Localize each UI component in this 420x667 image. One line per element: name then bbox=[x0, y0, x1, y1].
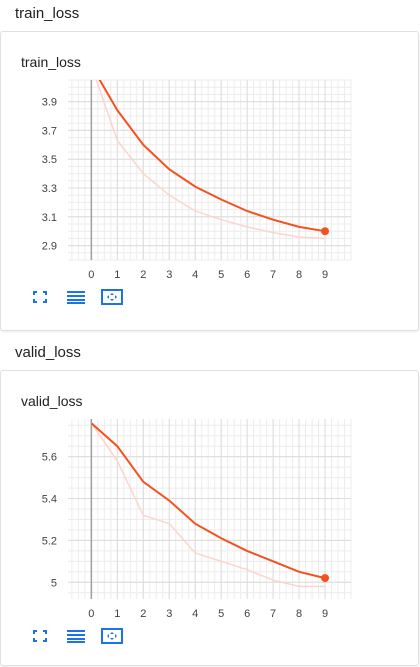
last-point-marker bbox=[321, 227, 330, 236]
fit-zoom-icon bbox=[101, 289, 123, 305]
fit-domain-button[interactable] bbox=[29, 288, 51, 306]
log-scale-icon bbox=[67, 291, 85, 304]
x-tick-label: 1 bbox=[114, 269, 120, 281]
y-tick-label: 3.7 bbox=[42, 125, 57, 137]
x-tick-label: 8 bbox=[296, 608, 302, 620]
section-title-valid-loss: valid_loss bbox=[15, 344, 81, 361]
x-tick-label: 5 bbox=[218, 608, 224, 620]
smoothed-series-line bbox=[90, 422, 326, 580]
y-tick-label: 5.2 bbox=[42, 535, 57, 547]
chart-toolbar bbox=[29, 627, 123, 645]
y-tick-label: 5 bbox=[51, 577, 57, 589]
log-scale-button[interactable] bbox=[65, 627, 87, 645]
y-tick-label: 5.6 bbox=[42, 452, 57, 464]
chart-toolbar bbox=[29, 288, 123, 306]
x-tick-label: 9 bbox=[322, 608, 328, 620]
x-tick-label: 1 bbox=[114, 608, 120, 620]
smoothed-series-line bbox=[98, 80, 326, 233]
x-tick-label: 7 bbox=[270, 608, 276, 620]
last-point-marker bbox=[321, 574, 330, 583]
x-tick-label: 6 bbox=[244, 269, 250, 281]
x-tick-label: 8 bbox=[296, 269, 302, 281]
x-tick-label: 9 bbox=[322, 269, 328, 281]
chart-title: train_loss bbox=[21, 54, 81, 70]
x-tick-label: 3 bbox=[166, 608, 172, 620]
x-tick-label: 5 bbox=[218, 269, 224, 281]
chart-card-train-loss: train_loss 2.9 3.1 3.3 3.5 3.7 3.9 0 1 2 3 4 5 6 7 8 9 bbox=[0, 31, 419, 331]
y-tick-label: 5.4 bbox=[42, 494, 57, 506]
y-tick-label: 3.9 bbox=[42, 97, 57, 109]
fit-domain-button[interactable] bbox=[29, 627, 51, 645]
x-tick-label: 3 bbox=[166, 269, 172, 281]
train-loss-chart[interactable]: 2.9 3.1 3.3 3.5 3.7 3.9 0 1 2 3 4 5 6 7 8 9 bbox=[1, 32, 420, 332]
x-tick-label: 0 bbox=[88, 269, 94, 281]
chart-card-valid-loss: valid_loss 5 5.2 5.4 5.6 0 1 2 3 4 5 6 7 8 9 bbox=[0, 370, 419, 666]
x-tick-label: 2 bbox=[140, 608, 146, 620]
x-tick-label: 4 bbox=[192, 608, 198, 620]
y-tick-label: 3.1 bbox=[42, 212, 57, 224]
fit-zoom-button[interactable] bbox=[101, 627, 123, 645]
fit-zoom-icon bbox=[101, 628, 123, 644]
log-scale-button[interactable] bbox=[65, 288, 87, 306]
section-title-train-loss: train_loss bbox=[15, 5, 80, 22]
x-tick-label: 0 bbox=[88, 608, 94, 620]
valid-loss-chart[interactable]: 5 5.2 5.4 5.6 0 1 2 3 4 5 6 7 8 9 bbox=[1, 371, 420, 667]
chart-title: valid_loss bbox=[21, 393, 83, 409]
log-scale-icon bbox=[67, 630, 85, 643]
y-tick-label: 3.5 bbox=[42, 154, 57, 166]
x-tick-label: 2 bbox=[140, 269, 146, 281]
fit-domain-icon bbox=[33, 291, 47, 303]
x-tick-label: 6 bbox=[244, 608, 250, 620]
y-tick-label: 3.3 bbox=[42, 183, 57, 195]
y-tick-label: 2.9 bbox=[42, 241, 57, 253]
x-tick-label: 4 bbox=[192, 269, 198, 281]
fit-zoom-button[interactable] bbox=[101, 288, 123, 306]
x-tick-label: 7 bbox=[270, 269, 276, 281]
fit-domain-icon bbox=[33, 630, 47, 642]
raw-series-line bbox=[90, 422, 325, 588]
raw-series-line bbox=[95, 80, 326, 240]
